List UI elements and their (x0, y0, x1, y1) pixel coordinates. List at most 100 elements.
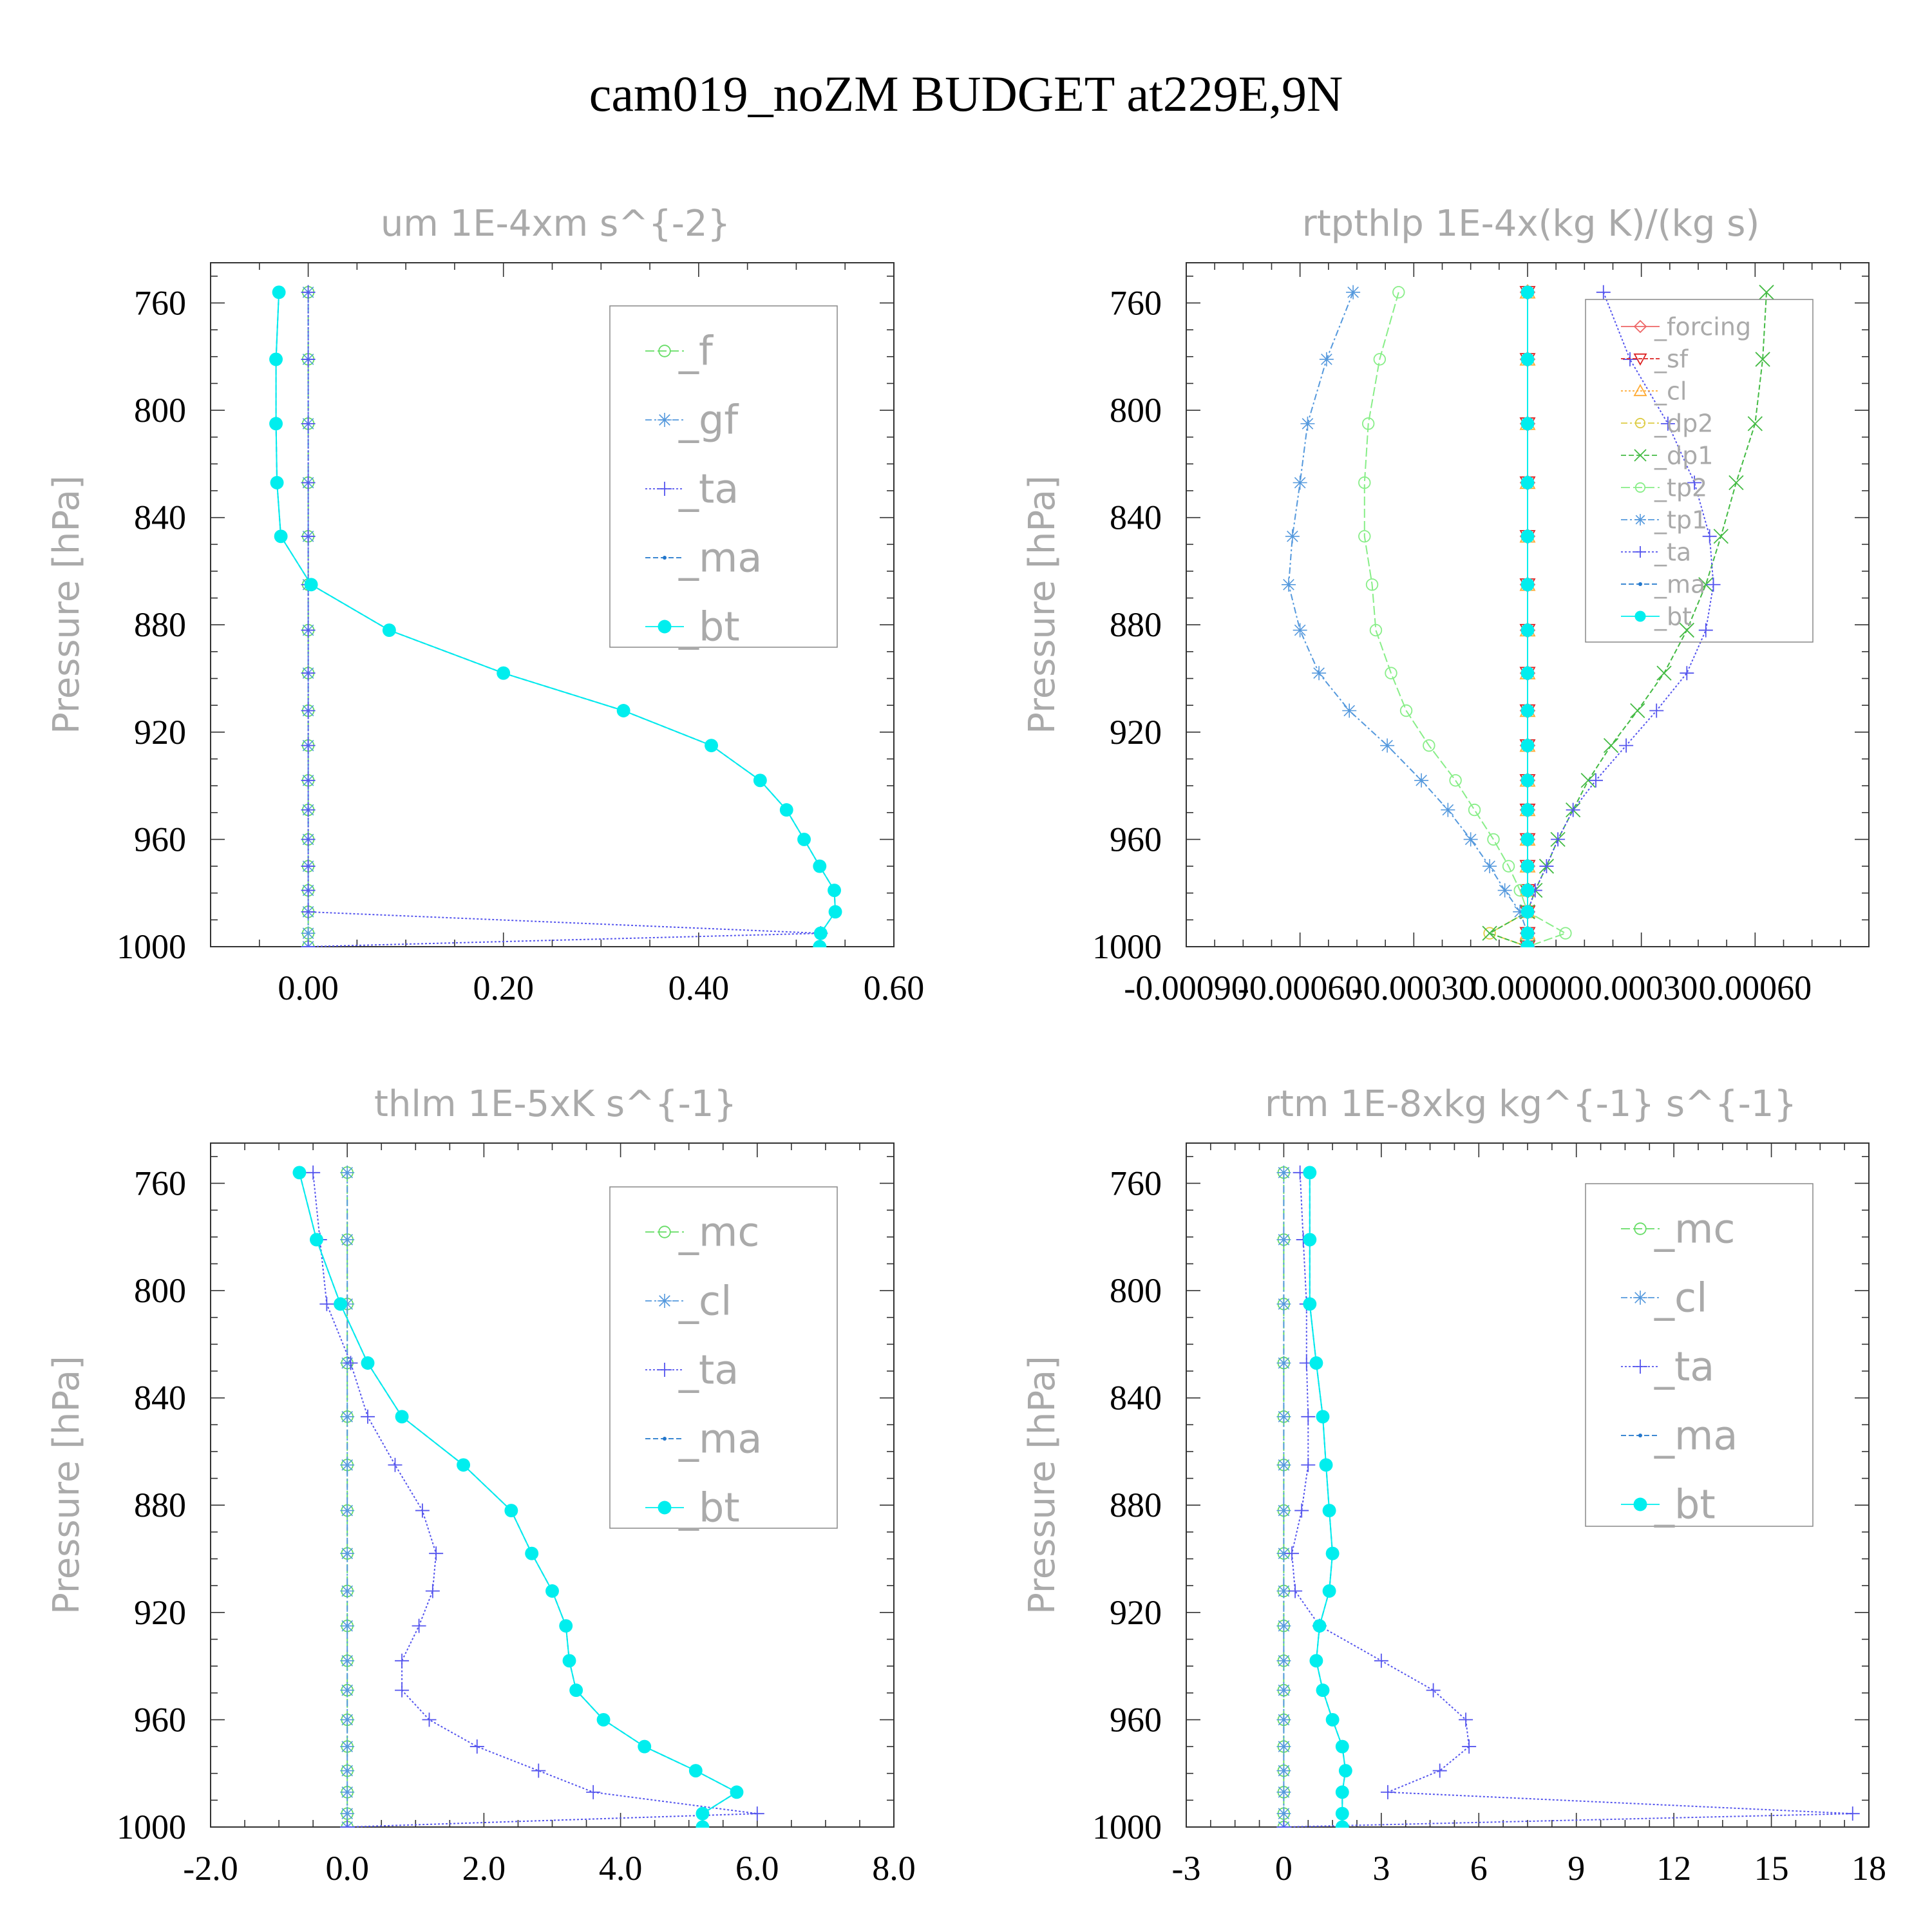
data-point (1520, 859, 1535, 873)
data-point (696, 1806, 710, 1821)
legend-entry: _mc (1654, 1206, 1735, 1253)
y-tick-label: 920 (1110, 713, 1162, 752)
x-tick-label: -0.00030 (1352, 969, 1476, 1007)
data-point (1361, 417, 1375, 430)
data-point (1380, 738, 1395, 753)
legend-entry: _f (678, 328, 714, 375)
data-point (1426, 1683, 1441, 1698)
data-point (1656, 665, 1672, 681)
legend-entry: _gf (678, 397, 739, 444)
y-tick-label: 960 (134, 820, 186, 858)
series-dp1 (1482, 285, 1774, 947)
data-point (334, 1297, 348, 1311)
series-ta (306, 1165, 764, 1828)
data-point (753, 773, 767, 788)
y-tick-label: 840 (1110, 1379, 1162, 1417)
data-point (382, 623, 396, 638)
legend: _mc _cl _ta _ma _bt (1585, 1183, 1814, 1528)
legend-entry: _tp1 (1654, 506, 1707, 534)
legend: _forcing _sf _cl _dp2 _dp1 _tp2 _tp1 _ta _ma _bt (1585, 299, 1814, 643)
x-tick-label: 3 (1372, 1849, 1390, 1888)
data-point (301, 802, 316, 817)
data-point (1380, 1785, 1395, 1799)
data-point (1520, 417, 1535, 431)
data-point (1580, 773, 1596, 788)
plot-frame (210, 1142, 895, 1828)
data-point (730, 1785, 744, 1799)
series-ta (1276, 1165, 1860, 1828)
series-line (298, 1172, 739, 1827)
data-point (1276, 1820, 1291, 1828)
data-point (1276, 1232, 1291, 1247)
data-point (1276, 1683, 1291, 1698)
data-point (1293, 623, 1307, 638)
legend-entry: _sf (1654, 345, 1689, 373)
data-point (1483, 927, 1496, 940)
panel-rtpthlp: rtpthlp 1E-4x(kg K)/(kg s) Pressure [hPa]… (1021, 203, 1870, 1007)
series-ta (301, 285, 828, 947)
data-point (1520, 666, 1535, 680)
data-point (274, 529, 288, 544)
y-tick-label: 1000 (1092, 927, 1162, 966)
data-point (340, 1232, 355, 1247)
y-tick-label: 800 (1110, 1271, 1162, 1310)
data-point (569, 1683, 583, 1698)
data-point (1373, 353, 1387, 366)
data-point (388, 1457, 402, 1472)
data-point (1459, 1712, 1473, 1727)
y-tick-label: 1000 (1092, 1808, 1162, 1846)
x-tick-label: 2.0 (462, 1849, 506, 1888)
data-point (1520, 926, 1535, 940)
data-point (1276, 1165, 1291, 1180)
data-point (301, 285, 316, 299)
data-point (1325, 1712, 1340, 1727)
y-tick-label: 800 (134, 391, 186, 430)
data-point (1316, 1410, 1330, 1424)
data-point (562, 1654, 576, 1668)
x-tick-label: 0.40 (668, 969, 730, 1007)
panel-title: rtm 1E-8xkg kg^{-1} s^{-1} (1265, 1083, 1797, 1125)
data-point (1322, 1584, 1336, 1598)
data-point (1468, 803, 1481, 817)
data-point (1285, 1546, 1300, 1561)
data-point (269, 417, 283, 431)
data-point (1520, 940, 1535, 947)
data-point (1294, 1503, 1309, 1518)
series-line (1287, 292, 1528, 947)
legend-entry: _mc (678, 1209, 759, 1256)
y-tick-label: 840 (1110, 498, 1162, 537)
legend: _f _gf _ta _ma _bt (609, 305, 838, 650)
series-tp1 (1282, 285, 1535, 947)
data-point (1698, 623, 1713, 638)
series-bt (1303, 1166, 1352, 1828)
series-line (1363, 292, 1567, 947)
series-line (275, 292, 837, 947)
data-point (292, 1166, 307, 1180)
y-tick-label: 880 (134, 605, 186, 644)
series-bt (269, 285, 842, 947)
data-point (696, 1820, 710, 1828)
panel-title: thlm 1E-5xK s^{-1} (374, 1083, 737, 1125)
y-tick-label: 960 (134, 1700, 186, 1739)
data-point (1680, 666, 1694, 681)
data-point (306, 1165, 321, 1180)
data-point (395, 1683, 410, 1698)
legend-entry: _forcing (1654, 312, 1751, 341)
data-point (1335, 1785, 1349, 1799)
legend-entry: _ta (1654, 1343, 1714, 1390)
panel-title: rtpthlp 1E-4x(kg K)/(kg s) (1302, 203, 1760, 245)
data-point (1623, 352, 1637, 366)
data-point (616, 704, 630, 717)
data-point (301, 940, 316, 947)
data-point (340, 1618, 355, 1633)
y-tick-label: 760 (134, 283, 186, 322)
data-point (1706, 577, 1721, 592)
x-tick-label: 8.0 (872, 1849, 916, 1888)
x-tick-label: 0.20 (473, 969, 534, 1007)
data-point (469, 1739, 484, 1754)
series-line (275, 292, 837, 947)
data-point (1276, 1712, 1291, 1727)
series-line (1283, 1172, 1853, 1828)
data-point (1276, 1653, 1291, 1668)
data-point (1698, 577, 1714, 592)
